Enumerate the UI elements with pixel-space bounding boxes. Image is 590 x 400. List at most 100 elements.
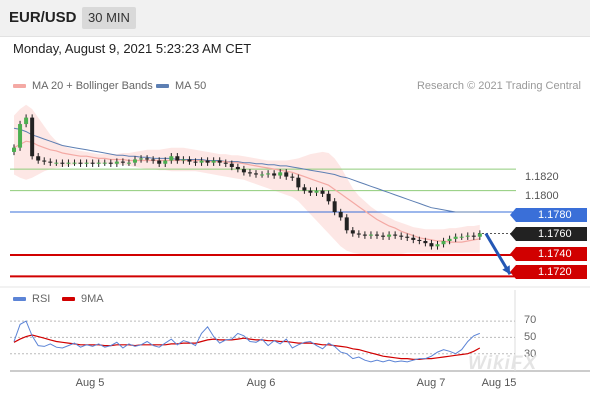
rsi-tick-30: 30 — [524, 348, 537, 360]
ma20-swatch-icon — [13, 84, 26, 88]
candle-body — [235, 166, 240, 170]
candle-body — [477, 233, 482, 237]
level-label-1820: 1.1820 — [525, 171, 559, 183]
candle-body — [84, 162, 89, 164]
candle-body — [435, 244, 440, 247]
rsi-line — [13, 320, 480, 363]
rsi-swatch-icon — [13, 297, 26, 301]
candle-body — [108, 162, 113, 164]
candle-body — [375, 234, 379, 236]
ma50-swatch-icon — [156, 84, 169, 88]
candle-body — [90, 162, 95, 164]
level-tag-1740: 1.1740 — [510, 247, 587, 261]
candle-body — [278, 172, 283, 176]
datetime-label: Monday, August 9, 2021 5:23:23 AM CET — [13, 41, 252, 56]
candle-body — [266, 173, 271, 175]
candle-body — [471, 235, 476, 237]
candle-body — [344, 217, 349, 231]
candle-body — [133, 159, 137, 163]
legend-9ma-label: 9MA — [81, 293, 104, 305]
ma20-line — [13, 140, 480, 243]
candle-body — [381, 235, 386, 237]
candle-body — [314, 190, 319, 193]
candle-body — [229, 163, 234, 167]
candle-body — [320, 190, 325, 194]
candle-body — [18, 124, 23, 148]
candle-body — [30, 117, 35, 157]
candle-body — [114, 161, 119, 164]
candle-body — [211, 160, 216, 163]
candle-body — [260, 174, 265, 176]
candle-body — [411, 237, 416, 240]
candle-body — [169, 156, 174, 161]
watermark-logo: WikiFX — [468, 353, 538, 374]
rsi-tick-50: 50 — [524, 331, 537, 343]
candle-body — [78, 162, 83, 164]
candle-body — [447, 238, 452, 242]
candle-body — [151, 159, 156, 161]
candle-body — [193, 161, 198, 163]
candle-body — [102, 162, 107, 164]
candle-body — [157, 160, 162, 164]
candle-body — [362, 234, 367, 236]
x-tick-aug15: Aug 15 — [481, 377, 517, 389]
ma50-line — [13, 127, 480, 213]
candle-body — [296, 177, 301, 188]
candle-body — [66, 162, 71, 164]
rsi-tick-70: 70 — [524, 314, 537, 326]
rsi-ma-swatch-icon — [62, 297, 75, 301]
level-tag-1780: 1.1780 — [510, 208, 587, 222]
candle-body — [72, 162, 77, 164]
symbol-label: EUR/USD — [9, 9, 77, 26]
level-tag-1760: 1.1760 — [510, 227, 587, 241]
candle-body — [60, 162, 65, 164]
candle-body — [12, 147, 16, 152]
candle-body — [459, 236, 464, 238]
candle-body — [387, 234, 392, 237]
candle-body — [199, 160, 204, 163]
candle-body — [217, 160, 222, 163]
candle-body — [338, 212, 343, 218]
candle-body — [187, 159, 192, 162]
candle-body — [145, 158, 150, 160]
candle-body — [42, 160, 47, 162]
candle-body — [247, 172, 252, 174]
legend-ma20: MA 20 + Bollinger Bands — [13, 80, 153, 92]
candle-body — [405, 236, 410, 238]
candle-body — [272, 173, 277, 176]
legend-rsi-label: RSI — [32, 293, 51, 305]
candle-body — [284, 172, 289, 177]
candle-body — [332, 201, 337, 213]
copyright-label: Research © 2021 Trading Central — [416, 80, 581, 92]
forecast-arrow-head-icon — [502, 265, 510, 275]
candle-body — [223, 162, 228, 164]
candle-body — [120, 161, 125, 163]
x-tick-aug5: Aug 5 — [75, 377, 105, 389]
legend-ma50-label: MA 50 — [175, 80, 207, 92]
candle-body — [181, 159, 186, 161]
legend-ma50: MA 50 — [156, 80, 206, 92]
candle-body — [465, 235, 470, 237]
candle-body — [54, 162, 59, 164]
timeframe-badge[interactable]: 30 MIN — [82, 7, 136, 29]
candle-body — [399, 235, 404, 237]
candle-body — [24, 117, 29, 125]
legend-rsi: RSI — [13, 293, 50, 305]
candle-body — [254, 173, 258, 175]
candle-body — [429, 243, 434, 247]
candle-body — [417, 239, 422, 242]
candle-body — [290, 176, 295, 178]
candle-body — [308, 190, 313, 193]
candle-body — [356, 233, 361, 235]
candle-body — [453, 236, 458, 239]
candle-body — [126, 162, 131, 164]
candle-body — [139, 158, 144, 160]
candle-body — [36, 156, 41, 161]
candle-body — [96, 162, 101, 164]
header-bar: EUR/USD 30 MIN — [0, 0, 590, 37]
candle-body — [326, 193, 331, 202]
candle-body — [350, 230, 355, 234]
level-label-1800: 1.1800 — [525, 190, 559, 202]
candle-body — [205, 160, 210, 163]
